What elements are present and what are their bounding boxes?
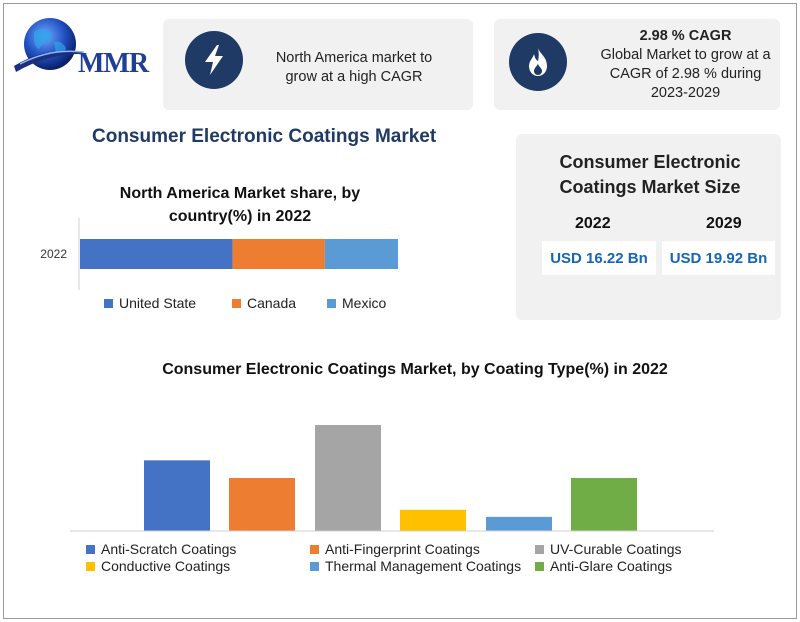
- legend-item: Conductive Coatings: [86, 558, 230, 574]
- value-2022: USD 16.22 Bn: [542, 241, 656, 275]
- legend-label: UV-Curable Coatings: [550, 541, 682, 557]
- legend-item: Anti-Glare Coatings: [535, 558, 672, 574]
- legend-item: UV-Curable Coatings: [535, 541, 682, 557]
- legend-swatch: [104, 298, 113, 308]
- lightning-icon: [185, 31, 243, 89]
- legend-item: Anti-Fingerprint Coatings: [310, 541, 480, 557]
- main-title: Consumer Electronic Coatings Market: [92, 126, 437, 147]
- country-chart-title: North America Market share, by country(%…: [119, 185, 361, 225]
- legend-label: Canada: [247, 295, 297, 311]
- legend-swatch: [327, 298, 336, 308]
- logo-text: MMR: [78, 48, 149, 79]
- cagr-info-box: 2.98 % CAGR Global Market to grow at a C…: [494, 19, 780, 110]
- north-america-text: North America market to grow at a high C…: [275, 50, 433, 85]
- legend-label: Anti-Glare Coatings: [550, 558, 673, 574]
- legend-item: Mexico: [327, 295, 386, 311]
- legend-swatch: [535, 561, 544, 571]
- cagr-text: Global Market to grow at a CAGR of 2.98 …: [600, 47, 771, 101]
- legend-label: United State: [119, 295, 197, 311]
- flame-icon: [509, 33, 567, 91]
- legend-swatch: [86, 544, 95, 554]
- legend-label: Conductive Coatings: [101, 558, 231, 574]
- north-america-info-box: North America market to grow at a high C…: [163, 19, 473, 110]
- cagr-title: 2.98 % CAGR: [639, 28, 732, 44]
- legend-label: Anti-Fingerprint Coatings: [325, 541, 480, 557]
- legend-item: Canada: [232, 295, 296, 311]
- legend-swatch: [310, 561, 319, 571]
- legend-item: Anti-Scratch Coatings: [86, 541, 236, 557]
- legend-swatch: [232, 298, 241, 308]
- value-2029: USD 19.92 Bn: [662, 241, 775, 275]
- legend-label: Anti-Scratch Coatings: [101, 541, 237, 557]
- year-2022: 2022: [575, 215, 611, 232]
- legend-label: Thermal Management Coatings: [325, 558, 522, 574]
- coating-chart-title: Consumer Electronic Coatings Market, by …: [162, 361, 668, 378]
- legend-item: Thermal Management Coatings: [310, 558, 521, 574]
- year-2029: 2029: [706, 215, 742, 232]
- mmr-logo: MMR: [10, 14, 160, 84]
- legend-label: Mexico: [342, 295, 387, 311]
- legend-swatch: [535, 544, 544, 554]
- legend-swatch: [310, 544, 319, 554]
- legend-item: United State: [104, 295, 196, 311]
- market-size-title: Consumer Electronic Coatings Market Size: [559, 152, 741, 197]
- globe-icon: [14, 18, 88, 72]
- market-size-box: [516, 134, 781, 320]
- legend-swatch: [86, 561, 95, 571]
